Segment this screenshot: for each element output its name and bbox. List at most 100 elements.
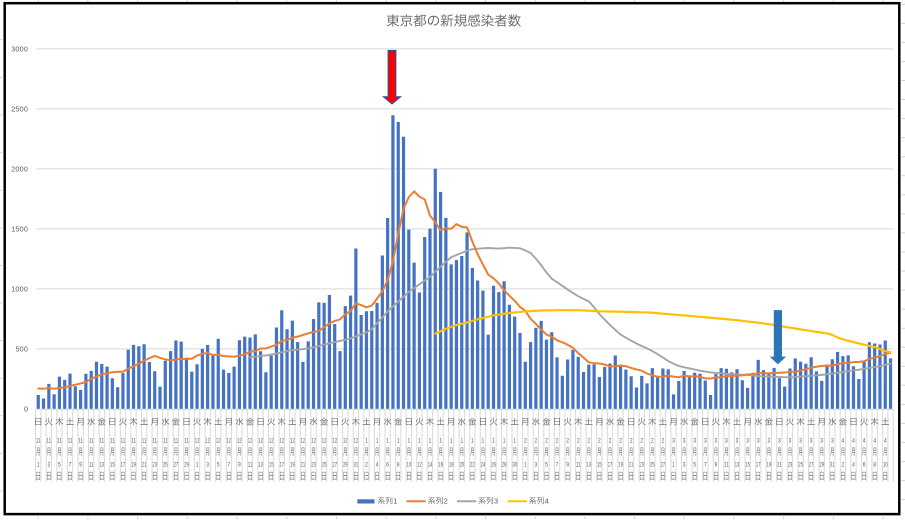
svg-text:3: 3 <box>693 437 696 444</box>
svg-text:11: 11 <box>576 461 581 468</box>
svg-text:11: 11 <box>57 437 62 444</box>
svg-text:1: 1 <box>513 437 516 444</box>
svg-text:25: 25 <box>798 461 803 468</box>
svg-text:1: 1 <box>429 437 432 444</box>
svg-text:18: 18 <box>449 461 454 468</box>
svg-text:6: 6 <box>386 461 389 468</box>
svg-text:17: 17 <box>608 461 613 468</box>
svg-text:3: 3 <box>831 437 834 444</box>
svg-text:3: 3 <box>715 437 718 444</box>
svg-text:2: 2 <box>587 437 590 444</box>
svg-text:21: 21 <box>301 461 306 468</box>
svg-text:10: 10 <box>407 461 412 468</box>
svg-text:1: 1 <box>503 437 506 444</box>
svg-text:3: 3 <box>494 497 498 506</box>
svg-text:12: 12 <box>258 437 263 444</box>
svg-text:21: 21 <box>142 461 147 468</box>
svg-text:1: 1 <box>450 437 453 444</box>
svg-text:7: 7 <box>704 461 707 468</box>
svg-text:25: 25 <box>322 461 327 468</box>
svg-text:27: 27 <box>174 461 179 468</box>
svg-text:29: 29 <box>343 461 348 468</box>
svg-text:4: 4 <box>873 437 876 444</box>
svg-text:16: 16 <box>438 461 443 468</box>
svg-text:23: 23 <box>639 461 644 468</box>
svg-text:12: 12 <box>269 437 274 444</box>
svg-text:11: 11 <box>47 437 52 444</box>
svg-text:3: 3 <box>789 437 792 444</box>
svg-text:2: 2 <box>598 437 601 444</box>
svg-text:4: 4 <box>852 461 855 468</box>
svg-text:26: 26 <box>491 461 496 468</box>
svg-text:1: 1 <box>672 461 675 468</box>
svg-text:1: 1 <box>376 437 379 444</box>
svg-text:11: 11 <box>248 461 253 468</box>
svg-text:10: 10 <box>883 461 888 468</box>
svg-text:1: 1 <box>492 437 495 444</box>
svg-text:12: 12 <box>311 437 316 444</box>
svg-text:4: 4 <box>852 437 855 444</box>
svg-text:5: 5 <box>693 461 696 468</box>
svg-text:13: 13 <box>735 461 740 468</box>
svg-text:13: 13 <box>258 461 263 468</box>
svg-text:2: 2 <box>545 437 548 444</box>
svg-text:20: 20 <box>460 461 465 468</box>
svg-text:12: 12 <box>290 437 295 444</box>
svg-text:23: 23 <box>152 461 157 468</box>
svg-text:1: 1 <box>365 437 368 444</box>
svg-text:22: 22 <box>470 461 475 468</box>
svg-text:12: 12 <box>417 461 422 468</box>
svg-text:1: 1 <box>386 437 389 444</box>
svg-text:1: 1 <box>393 497 397 506</box>
svg-text:17: 17 <box>121 461 126 468</box>
svg-text:12: 12 <box>237 437 242 444</box>
svg-text:9: 9 <box>566 461 569 468</box>
svg-text:3: 3 <box>672 437 675 444</box>
svg-text:24: 24 <box>481 461 486 468</box>
svg-text:4: 4 <box>376 461 379 468</box>
svg-text:14: 14 <box>428 461 433 468</box>
svg-text:23: 23 <box>311 461 316 468</box>
svg-text:3: 3 <box>47 461 50 468</box>
svg-text:1000: 1000 <box>11 284 28 293</box>
svg-text:3: 3 <box>683 437 686 444</box>
svg-text:29: 29 <box>184 461 189 468</box>
svg-text:11: 11 <box>121 437 126 444</box>
svg-text:12: 12 <box>248 437 253 444</box>
svg-text:1: 1 <box>407 437 410 444</box>
svg-text:11: 11 <box>89 461 94 468</box>
svg-text:2: 2 <box>365 461 368 468</box>
svg-text:15: 15 <box>597 461 602 468</box>
svg-text:5: 5 <box>58 461 61 468</box>
svg-text:7: 7 <box>227 461 230 468</box>
svg-text:7: 7 <box>556 461 559 468</box>
svg-text:500: 500 <box>15 344 28 353</box>
svg-text:2: 2 <box>640 437 643 444</box>
svg-text:3: 3 <box>736 437 739 444</box>
svg-text:19: 19 <box>618 461 623 468</box>
svg-text:2: 2 <box>566 437 569 444</box>
svg-text:11: 11 <box>174 437 179 444</box>
svg-text:1: 1 <box>418 437 421 444</box>
svg-text:25: 25 <box>650 461 655 468</box>
svg-text:3: 3 <box>767 437 770 444</box>
svg-text:11: 11 <box>68 437 73 444</box>
svg-text:25: 25 <box>163 461 168 468</box>
svg-text:27: 27 <box>809 461 814 468</box>
svg-text:4: 4 <box>545 497 549 506</box>
svg-text:3: 3 <box>810 437 813 444</box>
svg-text:28: 28 <box>502 461 507 468</box>
svg-text:12: 12 <box>301 437 306 444</box>
svg-text:1: 1 <box>397 437 400 444</box>
svg-text:2: 2 <box>444 497 448 506</box>
svg-text:27: 27 <box>661 461 666 468</box>
svg-text:4: 4 <box>842 437 845 444</box>
svg-text:19: 19 <box>767 461 772 468</box>
svg-text:11: 11 <box>724 461 729 468</box>
svg-text:3: 3 <box>704 437 707 444</box>
svg-text:3: 3 <box>535 461 538 468</box>
svg-text:2: 2 <box>630 437 633 444</box>
svg-text:12: 12 <box>195 437 200 444</box>
svg-text:11: 11 <box>110 437 115 444</box>
svg-text:3: 3 <box>778 437 781 444</box>
